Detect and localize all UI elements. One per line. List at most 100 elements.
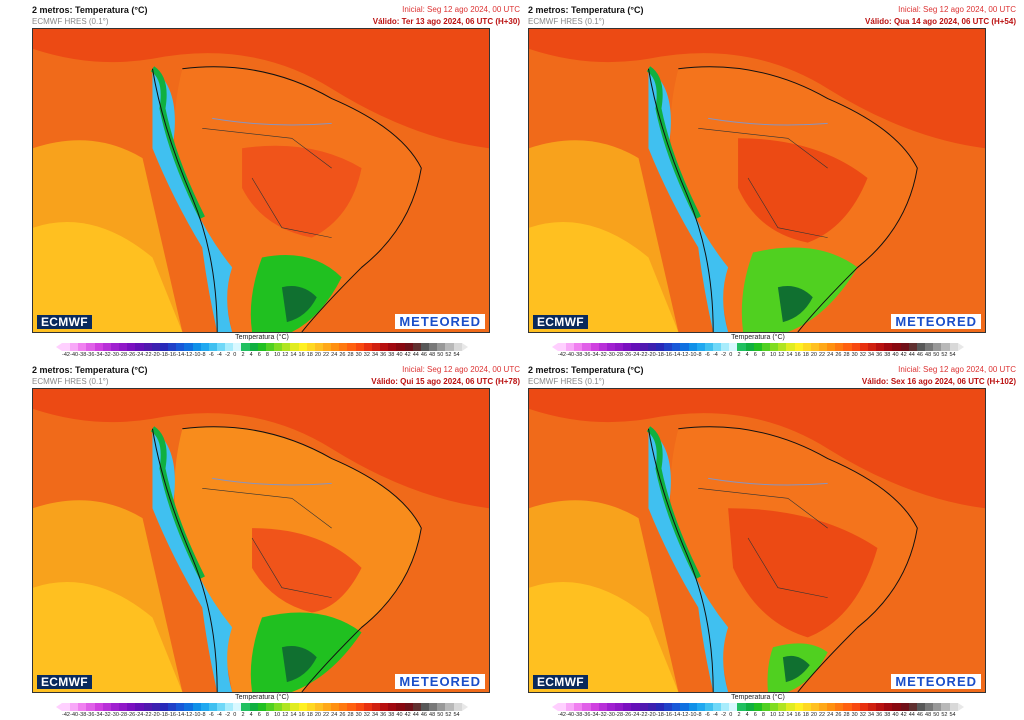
legend-swatch bbox=[249, 703, 258, 711]
legend-swatch bbox=[404, 703, 413, 711]
legend-tick-label: 8 bbox=[761, 352, 765, 358]
legend-tick-label: 20 bbox=[810, 352, 817, 358]
legend-tick-label: -42 bbox=[62, 712, 70, 718]
legend-swatch bbox=[396, 343, 405, 351]
legend-tick-label: 18 bbox=[802, 712, 809, 718]
legend-tick-label: 8 bbox=[265, 712, 269, 718]
temperature-map[interactable]: ECMWF METEORED bbox=[32, 28, 490, 333]
legend-tick-label: 16 bbox=[794, 712, 801, 718]
legend-tick-label: 52 bbox=[445, 352, 452, 358]
panel-header: 2 metros: Temperatura (°C) ECMWF HRES (0… bbox=[528, 364, 1016, 388]
legend-tick-label: -8 bbox=[200, 352, 206, 358]
legend-swatch bbox=[680, 343, 689, 351]
model-label: ECMWF HRES (0.1°) bbox=[32, 17, 109, 26]
legend-swatch bbox=[355, 343, 364, 351]
legend-tick-label: 18 bbox=[802, 352, 809, 358]
legend-swatch bbox=[884, 343, 893, 351]
legend-swatch bbox=[176, 343, 185, 351]
legend-swatch bbox=[453, 703, 462, 711]
legend-swatch bbox=[355, 703, 364, 711]
legend-colorbar bbox=[62, 703, 462, 711]
legend-tick-label: -6 bbox=[208, 352, 214, 358]
legend-tick-label: 34 bbox=[371, 352, 379, 358]
legend-tick-label: 42 bbox=[404, 352, 411, 358]
legend-swatch bbox=[306, 703, 315, 711]
legend-tick-label: 4 bbox=[745, 352, 749, 358]
legend-tick-label: 38 bbox=[884, 352, 891, 358]
legend-tick-label: 6 bbox=[753, 352, 757, 358]
legend-swatch bbox=[371, 343, 381, 351]
legend-tick-label: 40 bbox=[396, 712, 403, 718]
legend-tick-label: 32 bbox=[363, 712, 370, 718]
legend-swatch bbox=[688, 703, 697, 711]
legend-tick-label: -16 bbox=[664, 712, 672, 718]
legend-swatch bbox=[712, 703, 722, 711]
legend-tick-label: 6 bbox=[753, 712, 757, 718]
temperature-map[interactable]: ECMWF METEORED bbox=[32, 388, 490, 693]
legend-tick-label: 10 bbox=[274, 712, 281, 718]
legend-tick-label: -22 bbox=[143, 712, 152, 718]
legend-tick-label: 28 bbox=[843, 712, 850, 718]
legend-tick-label: 36 bbox=[876, 352, 883, 358]
legend-swatch bbox=[810, 703, 819, 711]
legend-swatch bbox=[598, 703, 607, 711]
legend-swatch bbox=[437, 343, 446, 351]
legend-tick-label: 20 bbox=[314, 352, 321, 358]
legend-swatch bbox=[135, 343, 144, 351]
legend-tick-label: -14 bbox=[672, 352, 681, 358]
legend-swatch bbox=[314, 343, 323, 351]
legend-swatch bbox=[323, 703, 332, 711]
initial-time: Inicial: Seg 12 ago 2024, 00 UTC bbox=[402, 5, 520, 14]
legend-tick-label: 2 bbox=[737, 352, 741, 358]
legend-tick-label: -24 bbox=[631, 352, 640, 358]
legend-swatch bbox=[606, 703, 616, 711]
legend-colorbar bbox=[62, 343, 462, 351]
legend-swatch bbox=[404, 343, 413, 351]
legend-swatch bbox=[241, 343, 250, 351]
legend-swatch bbox=[558, 703, 567, 711]
temperature-map[interactable]: ECMWF METEORED bbox=[528, 28, 986, 333]
legend-swatch bbox=[680, 703, 689, 711]
legend-swatch bbox=[908, 703, 917, 711]
legend-swatch bbox=[184, 703, 193, 711]
legend-tick-label: -34 bbox=[590, 352, 599, 358]
legend-swatch bbox=[949, 703, 958, 711]
legend-swatch bbox=[216, 343, 226, 351]
legend-tick-label: -18 bbox=[159, 352, 168, 358]
legend-swatch bbox=[737, 343, 746, 351]
legend-tick-label: 22 bbox=[819, 352, 826, 358]
legend-swatch bbox=[102, 343, 111, 351]
legend-swatch bbox=[696, 703, 705, 711]
legend-tick-label: 46 bbox=[420, 712, 427, 718]
legend-tick-label: 10 bbox=[770, 352, 777, 358]
legend-tick-label: 38 bbox=[388, 352, 395, 358]
legend-swatch bbox=[721, 343, 730, 351]
legend-tick-label: 2 bbox=[241, 712, 245, 718]
legend-title: Temperatura (°C) bbox=[731, 334, 785, 341]
legend-ticks: -42 -40 -38 -36 -34 -32 -30 -28 -26 -24 -22 -20 -18-… bbox=[62, 352, 462, 360]
legend-title: Temperatura (°C) bbox=[731, 694, 785, 701]
legend-tick-label: 12 bbox=[778, 712, 785, 718]
temperature-map[interactable]: ECMWF METEORED bbox=[528, 388, 986, 693]
legend-swatch bbox=[933, 703, 942, 711]
valid-time: Válido: Qui 15 ago 2024, 06 UTC (H+78) bbox=[371, 377, 520, 386]
legend-tick-label: -34 bbox=[590, 712, 599, 718]
legend-tick-label: -34 bbox=[94, 352, 103, 358]
legend-swatch bbox=[859, 703, 868, 711]
legend-tick-label: 0 bbox=[233, 352, 237, 358]
legend-swatch bbox=[582, 343, 591, 351]
model-label: ECMWF HRES (0.1°) bbox=[32, 377, 109, 386]
legend-swatch bbox=[306, 343, 315, 351]
legend-arrow-left bbox=[56, 343, 62, 351]
legend-tick-label: -10 bbox=[192, 712, 201, 718]
legend-tick-label: -18 bbox=[655, 352, 664, 358]
legend-tick-label: -12 bbox=[680, 352, 689, 358]
legend-tick-label: 32 bbox=[859, 352, 866, 358]
legend-tick-label: -38 bbox=[78, 352, 87, 358]
legend-tick-label: -28 bbox=[615, 352, 624, 358]
legend-tick-label: 34 bbox=[371, 712, 379, 718]
map-graphic bbox=[33, 29, 489, 332]
legend-tick-label: -18 bbox=[159, 712, 168, 718]
legend-tick-label: 0 bbox=[729, 352, 733, 358]
panel-title: 2 metros: Temperatura (°C) bbox=[528, 365, 644, 375]
